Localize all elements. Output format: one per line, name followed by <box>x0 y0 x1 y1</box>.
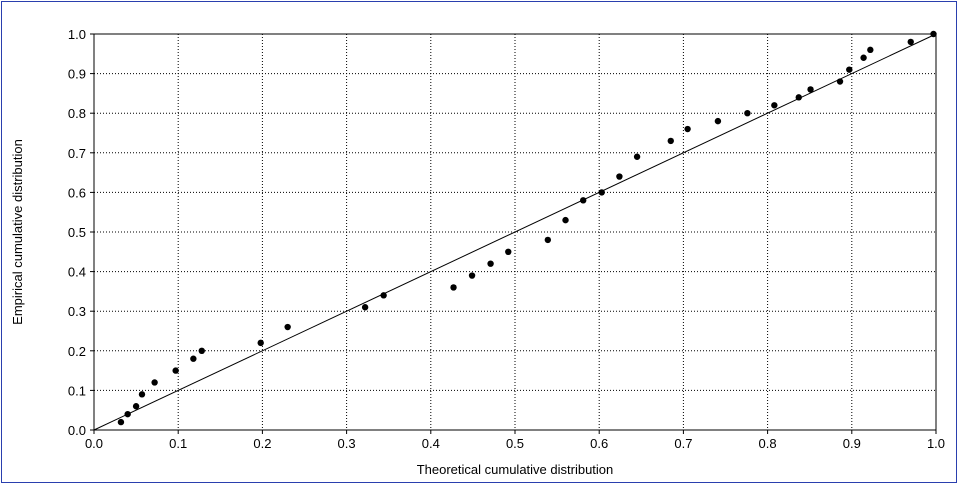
reference-line <box>93 33 937 431</box>
data-point <box>867 46 874 54</box>
data-point <box>132 403 140 410</box>
x-axis-title: Theoretical cumulative distribution <box>417 462 614 477</box>
grid-lines <box>94 34 936 430</box>
data-point <box>544 236 552 244</box>
data-point <box>860 54 867 61</box>
data-point <box>846 66 853 73</box>
data-point <box>284 323 291 331</box>
data-point <box>771 102 778 109</box>
x-tick-label: 0.0 <box>85 436 103 451</box>
data-point <box>151 379 158 386</box>
data-point <box>487 260 494 267</box>
plot-axes <box>90 33 937 434</box>
y-tick-label: 1.0 <box>68 27 86 42</box>
y-tick-label: 0.6 <box>68 185 86 200</box>
data-point <box>744 110 751 117</box>
y-tick-label: 0.7 <box>68 146 86 161</box>
data-point <box>598 189 605 196</box>
y-tick-labels: 0.0 0.1 0.2 0.3 0.4 0.5 0.6 0.7 0.8 0.9 1.0 <box>68 27 86 438</box>
x-tick-label: 0.5 <box>506 436 524 451</box>
x-tick-labels: 0.0 0.1 0.2 0.3 0.4 0.5 0.6 0.7 0.8 0.9 1.0 <box>85 436 945 451</box>
data-point <box>807 86 814 93</box>
data-point <box>714 117 722 125</box>
x-tick-label: 0.8 <box>759 436 777 451</box>
data-point <box>667 137 674 145</box>
data-point <box>795 94 802 101</box>
data-point <box>361 304 369 311</box>
data-point <box>907 38 914 46</box>
y-tick-label: 0.0 <box>68 423 86 438</box>
x-tick-label: 0.4 <box>422 436 440 451</box>
x-tick-label: 0.3 <box>338 436 356 451</box>
x-tick-label: 0.6 <box>590 436 608 451</box>
data-point <box>172 367 179 374</box>
data-point <box>616 173 623 180</box>
data-point <box>684 125 691 133</box>
data-point <box>468 272 476 279</box>
x-tick-label: 0.2 <box>253 436 271 451</box>
x-tick-label: 1.0 <box>927 436 945 451</box>
data-point <box>836 78 844 85</box>
data-point <box>257 339 264 347</box>
data-point <box>505 248 512 255</box>
y-tick-label: 0.3 <box>68 304 86 319</box>
x-tick-label: 0.9 <box>843 436 861 451</box>
y-tick-label: 0.5 <box>68 225 86 240</box>
x-tick-label: 0.7 <box>674 436 692 451</box>
data-point <box>633 153 641 160</box>
data-point <box>117 418 125 426</box>
y-tick-label: 0.4 <box>68 265 86 280</box>
data-point <box>190 355 197 362</box>
data-point <box>198 347 205 354</box>
x-tick-label: 0.1 <box>169 436 187 451</box>
data-point <box>124 410 131 418</box>
data-point <box>580 197 587 204</box>
y-tick-label: 0.2 <box>68 344 86 359</box>
data-point <box>380 292 387 299</box>
data-point <box>562 216 569 224</box>
plot-border <box>93 33 937 431</box>
data-points <box>117 30 937 426</box>
y-tick-label: 0.8 <box>68 106 86 121</box>
y-tick-label: 0.9 <box>68 67 86 82</box>
data-point <box>930 30 937 38</box>
data-point <box>450 284 457 291</box>
data-point <box>138 391 146 398</box>
y-tick-label: 0.1 <box>68 383 86 398</box>
y-axis-title: Empirical cumulative distribution <box>10 139 25 325</box>
reference-line-group <box>93 33 937 431</box>
